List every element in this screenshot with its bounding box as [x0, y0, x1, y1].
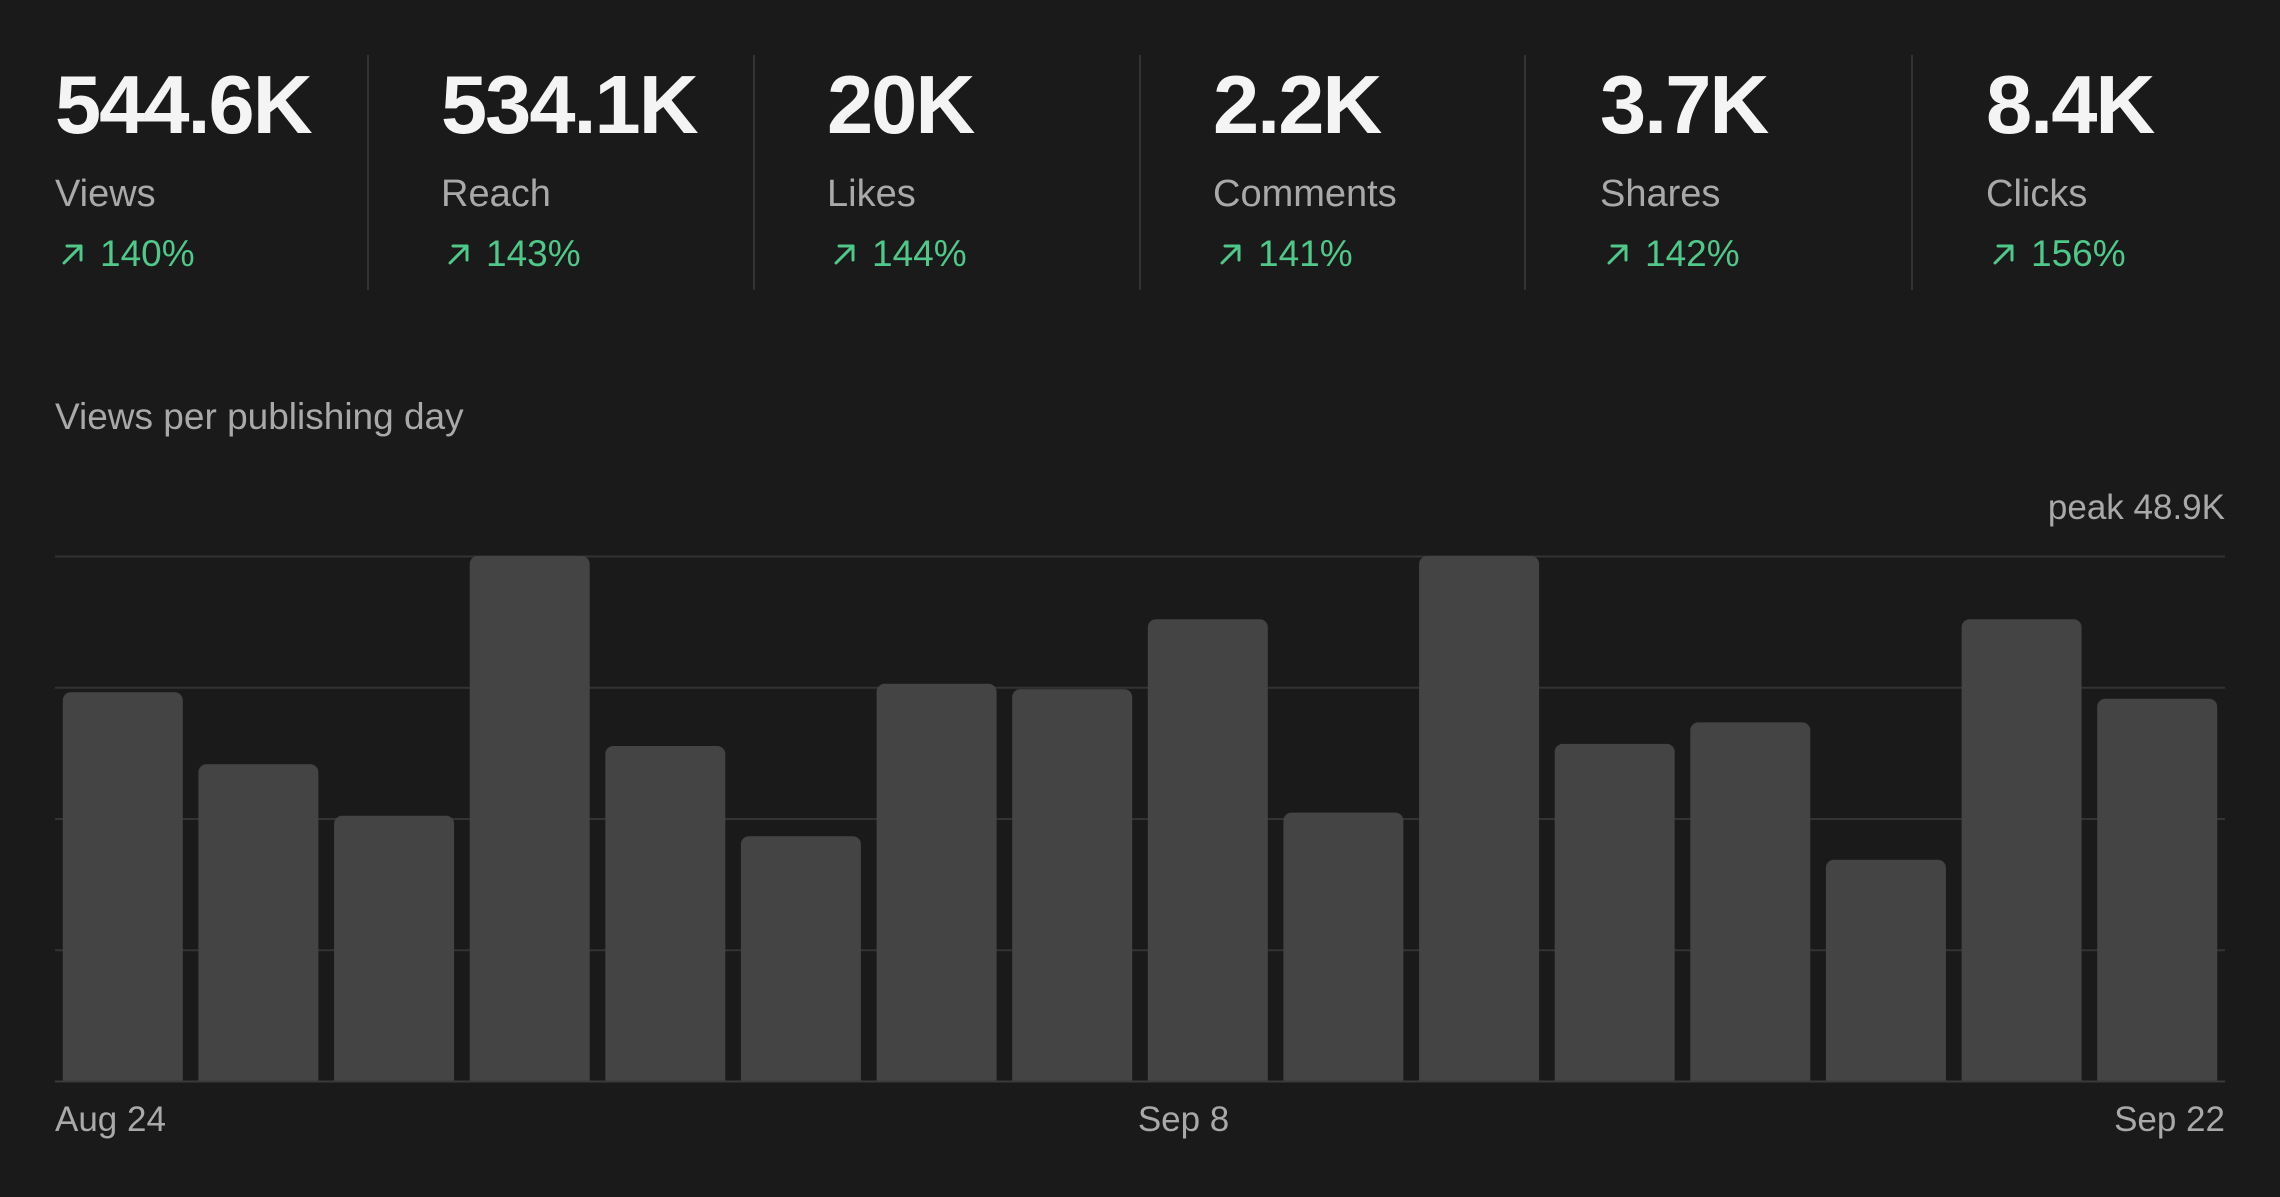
x-tick-label: Sep 8 [1137, 1100, 1230, 1139]
bar [1147, 619, 1268, 1085]
stat-change-value: 143% [486, 233, 581, 274]
views-bar-chart [55, 555, 2225, 1085]
stat-value: 2.2K [1213, 58, 1382, 151]
bar [1419, 556, 1540, 1085]
stat-change-value: 144% [872, 233, 967, 274]
bar [1825, 859, 1946, 1085]
bar [1554, 743, 1675, 1085]
arrow-up-right-icon [1993, 244, 2014, 264]
stat-divider [1139, 55, 1141, 290]
bar [1283, 812, 1404, 1085]
arrow-up-right-icon [834, 244, 855, 264]
stat-value: 3.7K [1600, 58, 1769, 151]
bar [1961, 619, 2082, 1085]
stat-value: 544.6K [55, 58, 313, 151]
bar [62, 692, 183, 1085]
bar [469, 556, 590, 1085]
bar [334, 815, 455, 1085]
chart-title: Views per publishing day [55, 396, 464, 437]
stat-value: 8.4K [1986, 58, 2155, 151]
stat-label: Comments [1213, 173, 1397, 215]
stat-change: 144% [830, 235, 967, 272]
stat-change: 141% [1216, 235, 1353, 272]
bar [1012, 689, 1133, 1085]
stat-divider [753, 55, 755, 290]
stat-divider [1524, 55, 1526, 290]
bar [1690, 722, 1811, 1085]
x-tick-label: Aug 24 [55, 1100, 166, 1139]
arrow-up-right-icon [1607, 244, 1628, 264]
peak-label: peak 48.9K [2047, 488, 2225, 527]
arrow-up-right-icon [448, 244, 469, 264]
stat-change: 140% [58, 235, 195, 272]
stat-label: Views [55, 173, 156, 215]
bar [2097, 698, 2218, 1085]
bar [876, 683, 997, 1085]
stat-change: 156% [1989, 235, 2126, 272]
stat-label: Clicks [1986, 173, 2088, 215]
stat-label: Shares [1600, 173, 1721, 215]
stat-change-value: 141% [1258, 233, 1353, 274]
stat-value: 534.1K [441, 58, 699, 151]
stat-divider [367, 55, 369, 290]
stat-label: Reach [441, 173, 551, 215]
stat-change: 142% [1603, 235, 1740, 272]
bar [198, 764, 319, 1085]
bar [740, 836, 861, 1085]
baseline-mask [55, 1081, 2225, 1085]
stat-change-value: 140% [100, 233, 195, 274]
stat-value: 20K [827, 58, 975, 151]
stat-label: Likes [827, 173, 916, 215]
arrow-up-right-icon [62, 244, 83, 264]
stats-row: 544.6K Views 140% 534.1K Reach 143% 20K … [55, 0, 2225, 292]
stat-divider [1911, 55, 1913, 290]
stat-change: 143% [444, 235, 581, 272]
x-tick-label: Sep 22 [2114, 1100, 2225, 1139]
stat-change-value: 142% [1645, 233, 1740, 274]
arrow-up-right-icon [1220, 244, 1241, 264]
bar [605, 746, 726, 1085]
stat-change-value: 156% [2031, 233, 2126, 274]
